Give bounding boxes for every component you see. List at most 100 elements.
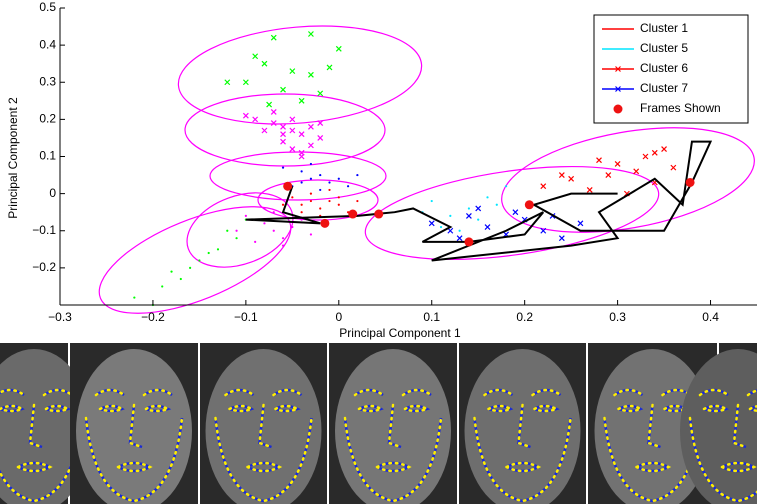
face-photo [200,343,327,504]
dot-marker [346,185,350,188]
legend-marker [613,104,623,114]
landmark-points [144,404,172,413]
dot-marker [504,185,508,188]
landmark-points [487,404,514,413]
face-shape [76,349,192,504]
dot-marker [244,214,247,217]
x-marker [280,123,286,130]
landmark-points [698,388,730,397]
frame-marker [348,209,358,219]
landmark-points [42,388,74,397]
trajectory-line [245,140,713,262]
x-marker [252,53,259,60]
legend-label: Cluster 6 [640,61,688,75]
x-marker [661,146,667,152]
x-axis-label: Principal Component 1 [339,326,461,340]
x-marker [307,71,314,78]
landmark-points [748,405,757,413]
x-tick-label: 0 [335,310,342,324]
landmark-points [98,404,125,413]
x-marker [270,120,277,127]
dot-marker [170,270,173,273]
x-marker [670,164,677,171]
dot-marker [300,170,303,173]
x-marker [335,45,342,52]
face-photo [459,343,586,504]
x-marker [280,131,286,138]
x-marker [261,127,268,134]
dot-marker [467,207,471,210]
landmark-points [387,403,403,449]
dot-marker [300,218,303,221]
x-marker [475,205,482,212]
y-tick-label: 0.2 [39,112,56,126]
dot-marker [272,229,275,232]
frame-marker [685,177,695,187]
x-marker [317,90,324,97]
x-marker [307,142,314,149]
x-marker [289,127,296,134]
x-marker [456,235,463,242]
face-shape [335,349,451,504]
face-shape [680,349,757,504]
dot-marker [328,188,331,192]
x-marker [540,227,547,234]
y-tick-label: 0.1 [39,149,56,163]
landmark-points [128,403,144,449]
legend-marker [615,66,621,72]
ellipse [184,93,386,167]
x-marker [540,183,547,190]
x-marker [558,172,565,178]
x-marker [289,116,296,123]
x-marker [266,101,273,108]
x-marker [605,172,612,178]
y-tick-label: 0.4 [39,37,56,51]
dot-marker [300,181,303,184]
x-tick-label: 0.3 [609,310,626,324]
x-marker [224,79,231,86]
dot-marker [337,177,340,180]
landmark-points [142,388,174,397]
x-marker [317,120,324,127]
x-marker [651,149,658,156]
dot-marker [300,211,303,214]
x-marker [298,153,305,160]
dot-marker [439,225,443,229]
x-tick-label: −0.2 [141,310,165,324]
plot [133,31,713,307]
dot-marker [281,166,285,169]
landmark-points [375,461,412,473]
x-marker [317,135,324,141]
ellipse [364,165,660,261]
ellipse [98,206,292,314]
dot-marker [449,214,452,217]
landmark-points [647,403,662,449]
x-marker [484,224,491,230]
dot-marker [319,173,322,177]
landmark-points [84,416,184,503]
x-tick-label: −0.3 [48,310,72,324]
dot-marker [226,229,229,232]
face-photo [680,343,757,504]
landmark-points [353,388,385,397]
dot-marker [161,285,164,288]
frame-marker [464,237,474,247]
ellipse [209,151,387,201]
legend-label: Cluster 5 [640,41,688,55]
dot-marker [356,173,359,177]
landmark-points [272,388,303,397]
face-photo [329,343,457,504]
landmark-points [613,388,644,397]
dot-marker [309,199,313,203]
legend-label: Cluster 1 [640,21,688,35]
x-marker [289,68,296,75]
legend-label: Frames Shown [640,101,721,115]
x-marker [614,161,621,167]
landmark-points [688,416,757,503]
cluster-ellipses [98,25,755,314]
dot-marker [263,222,266,225]
landmark-points [720,461,757,473]
x-marker [261,60,268,67]
dot-marker [458,229,461,232]
